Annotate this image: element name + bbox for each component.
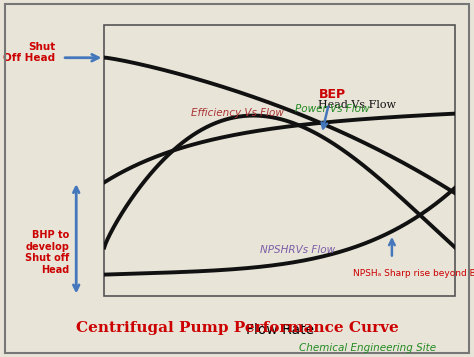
Text: BEP: BEP xyxy=(319,88,346,101)
Text: Efficiency Vs Flow: Efficiency Vs Flow xyxy=(191,109,284,119)
Text: Flow Rate: Flow Rate xyxy=(246,323,314,337)
Text: BHP to
develop
Shut off
Head: BHP to develop Shut off Head xyxy=(25,230,69,275)
Text: Shut
Off Head: Shut Off Head xyxy=(3,41,55,63)
Text: NPSHₐ Sharp rise beyond BEP: NPSHₐ Sharp rise beyond BEP xyxy=(353,269,474,278)
Text: NPSHRVs Flow: NPSHRVs Flow xyxy=(260,245,335,255)
Text: Head Vs Flow: Head Vs Flow xyxy=(318,100,396,110)
Text: Chemical Engineering Site: Chemical Engineering Site xyxy=(299,343,436,353)
Text: Power Vs Flow: Power Vs Flow xyxy=(295,104,370,114)
Text: Centrifugal Pump Performance Curve: Centrifugal Pump Performance Curve xyxy=(76,321,398,335)
